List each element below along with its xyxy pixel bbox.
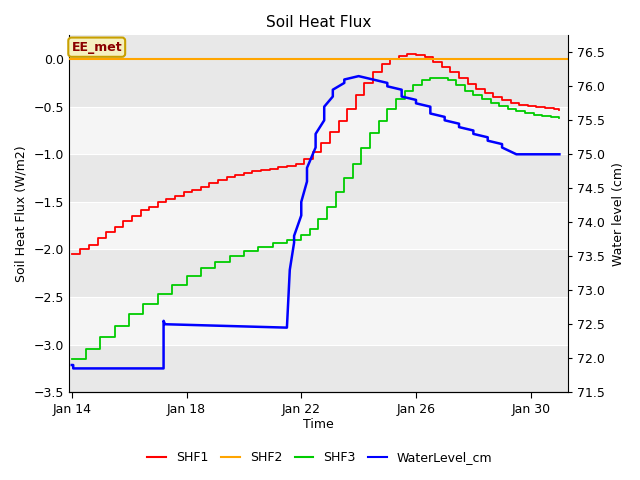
Bar xyxy=(69,154,568,202)
Bar xyxy=(69,345,568,392)
Y-axis label: Soil Heat Flux (W/m2): Soil Heat Flux (W/m2) xyxy=(15,145,28,282)
Legend: SHF1, SHF2, SHF3, WaterLevel_cm: SHF1, SHF2, SHF3, WaterLevel_cm xyxy=(142,446,498,469)
Text: EE_met: EE_met xyxy=(72,41,122,54)
Bar xyxy=(69,297,568,345)
Title: Soil Heat Flux: Soil Heat Flux xyxy=(266,15,371,30)
Y-axis label: Water level (cm): Water level (cm) xyxy=(612,162,625,266)
Bar xyxy=(69,107,568,154)
Bar xyxy=(69,59,568,107)
Bar xyxy=(69,202,568,250)
Bar xyxy=(69,250,568,297)
X-axis label: Time: Time xyxy=(303,419,334,432)
